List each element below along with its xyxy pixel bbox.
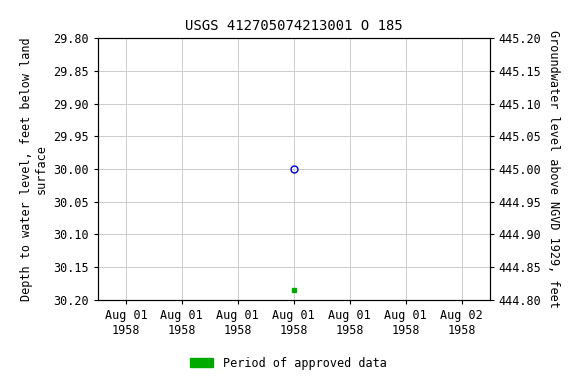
Title: USGS 412705074213001 O 185: USGS 412705074213001 O 185	[185, 19, 403, 33]
Y-axis label: Groundwater level above NGVD 1929, feet: Groundwater level above NGVD 1929, feet	[547, 30, 560, 308]
Y-axis label: Depth to water level, feet below land
surface: Depth to water level, feet below land su…	[20, 37, 48, 301]
Legend: Period of approved data: Period of approved data	[185, 352, 391, 374]
